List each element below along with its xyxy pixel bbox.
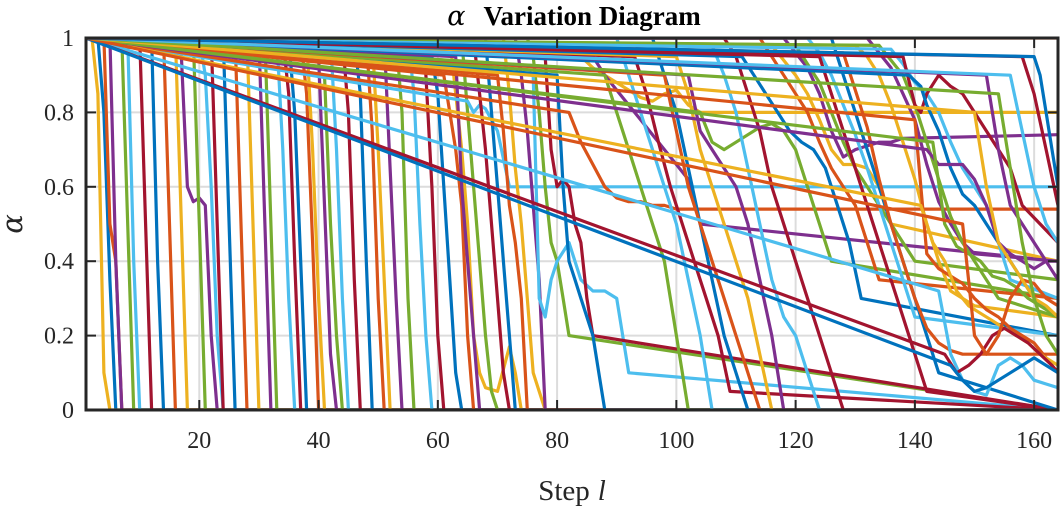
chart-title-symbol: α xyxy=(447,1,465,32)
series-line-44 xyxy=(86,38,1058,410)
series-line-27 xyxy=(86,38,1058,410)
series-line-31 xyxy=(86,38,1058,410)
series-line-79 xyxy=(86,38,1058,374)
series-line-22 xyxy=(86,38,1058,410)
series-line-70 xyxy=(86,38,1058,410)
y-tick-label: 1 xyxy=(62,26,74,52)
series-line-30 xyxy=(86,38,1058,410)
x-tick-label: 60 xyxy=(426,428,450,454)
ticks-group xyxy=(86,37,1058,411)
series-line-49 xyxy=(86,38,1058,410)
series-line-58 xyxy=(86,38,1058,410)
series-line-15 xyxy=(86,38,1058,410)
series-line-62 xyxy=(86,38,1058,410)
series-line-90 xyxy=(86,38,1058,244)
series-line-4 xyxy=(86,38,1058,410)
series-line-50 xyxy=(86,38,1058,410)
series-group xyxy=(86,38,1058,410)
series-line-86 xyxy=(86,38,1058,356)
y-axis-label: α xyxy=(0,214,29,234)
series-line-61 xyxy=(86,38,1058,300)
series-line-64 xyxy=(86,38,1058,338)
series-line-92 xyxy=(86,38,1058,188)
series-line-16 xyxy=(86,38,1058,410)
series-line-24 xyxy=(86,38,1058,410)
y-tick-label: 0.2 xyxy=(44,324,74,350)
series-line-6 xyxy=(86,38,1058,410)
axes-frame xyxy=(84,36,1060,412)
series-line-29 xyxy=(86,38,1058,410)
x-tick-label: 140 xyxy=(897,428,933,454)
series-line-34 xyxy=(86,38,1058,410)
series-line-83 xyxy=(86,38,1058,397)
series-line-33 xyxy=(86,38,1058,410)
y-tick-label: 0.4 xyxy=(44,249,74,275)
tick-labels-group: 20 40 60 80 100 120 140 160 0 0.2 0.4 0.6 0.8 1 xyxy=(44,26,1052,454)
series-line-39 xyxy=(86,38,1058,410)
y-tick-label: 0.6 xyxy=(44,175,74,201)
series-line-17 xyxy=(86,38,1058,410)
chart-title: α Variation Diagram xyxy=(447,1,701,32)
series-line-69 xyxy=(86,38,1058,338)
y-tick-label: 0 xyxy=(62,398,74,424)
series-line-5 xyxy=(86,38,1058,410)
series-line-2 xyxy=(86,38,1058,410)
x-axis-label-variable: l xyxy=(598,475,606,507)
series-line-32 xyxy=(86,38,1058,410)
x-tick-label: 20 xyxy=(187,428,211,454)
x-tick-label: 40 xyxy=(307,428,331,454)
series-line-35 xyxy=(86,38,1058,410)
series-line-85 xyxy=(86,38,1058,393)
series-line-82 xyxy=(86,38,1058,319)
series-line-12 xyxy=(86,38,1058,410)
series-line-19 xyxy=(86,38,1058,410)
series-line-9 xyxy=(86,38,1058,410)
series-line-20 xyxy=(86,38,1058,410)
y-tick-label: 0.8 xyxy=(44,100,74,126)
series-line-59 xyxy=(86,38,1058,410)
series-line-3 xyxy=(86,38,1058,410)
series-line-14 xyxy=(86,38,1058,410)
series-line-8 xyxy=(86,38,1058,410)
x-tick-label: 120 xyxy=(778,428,814,454)
x-axis-label: Step l xyxy=(538,475,606,507)
series-line-10 xyxy=(86,38,1058,410)
series-line-28 xyxy=(86,38,1058,410)
x-tick-label: 160 xyxy=(1016,428,1052,454)
series-line-56 xyxy=(86,38,1058,410)
x-tick-label: 80 xyxy=(545,428,569,454)
series-line-23 xyxy=(86,38,1058,410)
series-line-18 xyxy=(86,38,1058,410)
x-tick-label: 100 xyxy=(658,428,694,454)
chart-title-text: Variation Diagram xyxy=(483,1,701,31)
series-line-7 xyxy=(86,38,1058,410)
series-line-13 xyxy=(86,38,1058,410)
series-line-81 xyxy=(86,38,1058,271)
series-line-1 xyxy=(86,38,1058,410)
series-line-87 xyxy=(86,38,1058,319)
series-line-21 xyxy=(86,38,1058,410)
series-line-89 xyxy=(86,38,1058,356)
x-axis-label-text: Step xyxy=(538,475,590,507)
